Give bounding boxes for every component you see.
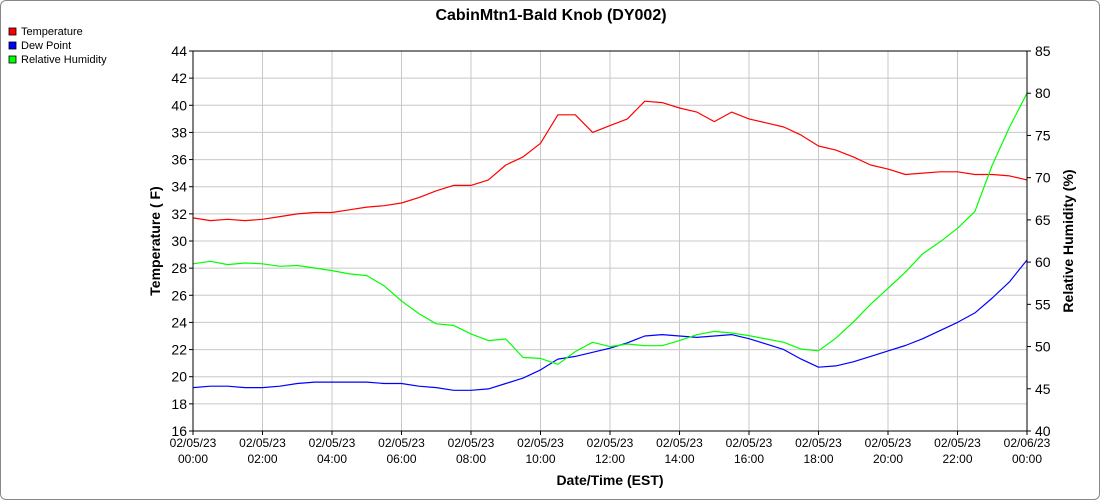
x-tick-time: 08:00	[456, 452, 486, 466]
x-tick-date: 02/05/23	[309, 436, 356, 450]
plot-border	[192, 50, 1028, 432]
right-tick-label: 75	[1035, 127, 1051, 143]
left-tick-label: 42	[171, 70, 187, 86]
x-tick-time: 12:00	[595, 452, 625, 466]
legend-swatch-relative-humidity	[8, 55, 17, 64]
x-tick-date: 02/05/23	[448, 436, 495, 450]
relative-humidity-line	[192, 92, 1028, 365]
x-tick-time: 04:00	[317, 452, 347, 466]
left-tick-label: 30	[171, 233, 187, 249]
right-tick-label: 50	[1035, 339, 1051, 355]
legend-swatch-dew-point	[8, 41, 17, 50]
x-tick-time: 06:00	[386, 452, 416, 466]
right-tick-label: 45	[1035, 381, 1051, 397]
left-tick-label: 32	[171, 206, 187, 222]
x-tick-time: 00:00	[1012, 452, 1042, 466]
left-tick-label: 34	[171, 179, 187, 195]
legend-label-relative-humidity: Relative Humidity	[21, 54, 107, 66]
dew-point-line	[192, 259, 1028, 391]
x-tick-time: 16:00	[734, 452, 764, 466]
right-tick-label: 70	[1035, 170, 1051, 186]
left-tick-label: 38	[171, 124, 187, 140]
right-tick-label: 80	[1035, 85, 1051, 101]
right-tick-label: 55	[1035, 296, 1051, 312]
x-tick-date: 02/05/23	[239, 436, 286, 450]
left-tick-label: 20	[171, 369, 187, 385]
x-tick-time: 00:00	[178, 452, 208, 466]
left-tick-label: 44	[171, 43, 187, 59]
x-tick-date: 02/05/23	[865, 436, 912, 450]
x-tick-time: 10:00	[525, 452, 555, 466]
x-tick-time: 14:00	[664, 452, 694, 466]
x-tick-date: 02/05/23	[587, 436, 634, 450]
right-tick-label: 60	[1035, 254, 1051, 270]
x-tick-time: 20:00	[873, 452, 903, 466]
right-axis-title: Relative Humidity (%)	[1060, 169, 1076, 312]
right-tick-label: 40	[1035, 423, 1051, 439]
right-tick-label: 65	[1035, 212, 1051, 228]
left-tick-label: 36	[171, 152, 187, 168]
left-tick-label: 16	[171, 423, 187, 439]
x-tick-time: 22:00	[942, 452, 972, 466]
left-axis-ticks: 16 18 20 22 24 26 28 30 32 34 36 38 40 42 44	[171, 43, 193, 439]
x-tick-date: 02/05/23	[656, 436, 703, 450]
chart-title: CabinMtn1-Bald Knob (DY002)	[435, 7, 666, 24]
left-tick-label: 26	[171, 287, 187, 303]
x-tick-date: 02/05/23	[378, 436, 425, 450]
x-tick-date: 02/05/23	[517, 436, 564, 450]
left-axis-title: Temperature ( F)	[147, 186, 163, 295]
right-tick-label: 85	[1035, 43, 1051, 59]
x-axis-title: Date/Time (EST)	[556, 472, 663, 488]
legend: Temperature Dew Point Relative Humidity	[8, 26, 107, 66]
x-tick-date: 02/05/23	[934, 436, 981, 450]
x-tick-date: 02/05/23	[795, 436, 842, 450]
x-tick-date: 02/05/23	[726, 436, 773, 450]
temperature-line	[192, 100, 1028, 222]
series-lines	[192, 92, 1028, 391]
left-tick-label: 28	[171, 260, 187, 276]
legend-label-dew-point: Dew Point	[21, 40, 71, 52]
x-tick-time: 02:00	[247, 452, 277, 466]
x-tick-date: 02/05/23	[170, 436, 217, 450]
right-axis-ticks: 40 45 50 55 60 65 70 75 80 85	[1027, 43, 1051, 439]
x-tick-time: 18:00	[803, 452, 833, 466]
legend-label-temperature: Temperature	[21, 26, 83, 38]
x-tick-date: 02/06/23	[1004, 436, 1051, 450]
left-tick-label: 40	[171, 97, 187, 113]
left-tick-label: 18	[171, 396, 187, 412]
left-tick-label: 24	[171, 314, 187, 330]
left-tick-label: 22	[171, 342, 187, 358]
x-axis-ticks: 02/05/23 00:00 02/05/23 02:00 02/05/23 04:00 0…	[170, 431, 1051, 466]
legend-swatch-temperature	[8, 27, 17, 36]
